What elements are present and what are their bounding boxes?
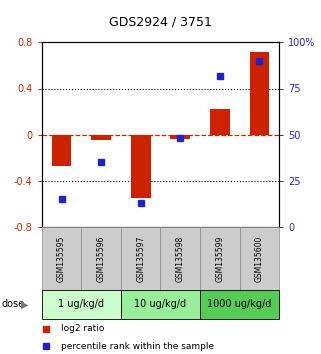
Text: GSM135600: GSM135600 xyxy=(255,235,264,282)
Bar xyxy=(200,290,279,319)
Bar xyxy=(81,227,121,290)
Bar xyxy=(91,135,111,140)
Bar xyxy=(240,227,279,290)
Text: log2 ratio: log2 ratio xyxy=(61,324,104,333)
Bar xyxy=(121,227,160,290)
Bar xyxy=(170,135,190,139)
Bar xyxy=(160,227,200,290)
Text: GDS2924 / 3751: GDS2924 / 3751 xyxy=(109,16,212,29)
Text: 10 ug/kg/d: 10 ug/kg/d xyxy=(134,299,187,309)
Bar xyxy=(42,290,121,319)
Bar xyxy=(121,290,200,319)
Text: 1 ug/kg/d: 1 ug/kg/d xyxy=(58,299,104,309)
Text: dose: dose xyxy=(2,299,25,309)
Text: 1000 ug/kg/d: 1000 ug/kg/d xyxy=(207,299,272,309)
Text: GSM135595: GSM135595 xyxy=(57,235,66,282)
Text: ▶: ▶ xyxy=(21,299,28,309)
Bar xyxy=(42,227,81,290)
Text: GSM135597: GSM135597 xyxy=(136,235,145,282)
Bar xyxy=(52,135,71,166)
Text: GSM135599: GSM135599 xyxy=(215,235,224,282)
Bar xyxy=(200,227,240,290)
Text: percentile rank within the sample: percentile rank within the sample xyxy=(61,342,214,351)
Bar xyxy=(249,52,269,135)
Text: GSM135596: GSM135596 xyxy=(97,235,106,282)
Bar xyxy=(210,109,230,135)
Text: GSM135598: GSM135598 xyxy=(176,235,185,281)
Bar xyxy=(131,135,151,198)
